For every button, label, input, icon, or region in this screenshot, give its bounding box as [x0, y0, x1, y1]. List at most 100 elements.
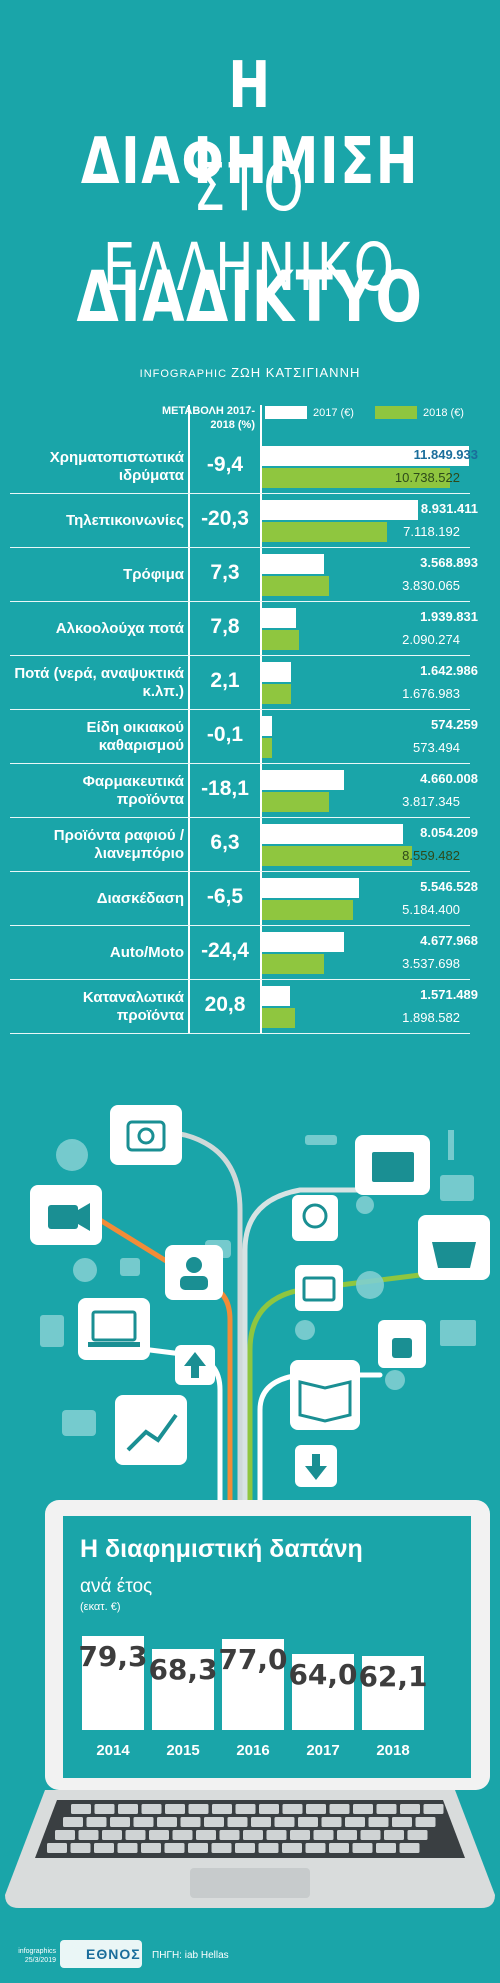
row-divider — [10, 493, 470, 494]
person-icon — [356, 1196, 374, 1214]
ad-spend-value: 64,0 — [288, 1658, 358, 1691]
globe-icon — [356, 1271, 384, 1299]
value-label-2018: 7.118.192 — [403, 524, 460, 539]
keyboard-key — [110, 1817, 130, 1827]
laptop-keyboard-base — [5, 1790, 495, 1908]
row-divider — [10, 547, 470, 548]
change-value: -24,4 — [201, 939, 249, 962]
row-divider — [10, 925, 470, 926]
wifi-signal-icon — [295, 1320, 315, 1340]
row-divider — [10, 817, 470, 818]
ad-spend-year: 2018 — [376, 1742, 410, 1759]
keyboard-key — [321, 1817, 342, 1827]
bar-2018 — [262, 954, 324, 974]
change-value: -6,5 — [206, 885, 244, 908]
keyboard-key — [180, 1817, 201, 1827]
footer-infographics-label: infographics — [18, 1948, 56, 1955]
keyboard-key — [243, 1830, 263, 1840]
bar-2018 — [262, 846, 412, 866]
bar-2017 — [262, 932, 344, 952]
bar-2018 — [262, 738, 273, 758]
keyboard-key — [282, 1804, 303, 1814]
category-label: Τρόφιμα — [123, 566, 184, 583]
ad-spend-title: Η διαφημιστική δαπάνη — [80, 1535, 363, 1563]
category-label: Αλκοολούχα ποτά — [55, 620, 184, 637]
value-label-2017: 4.677.968 — [420, 933, 478, 948]
bar-2018 — [262, 576, 330, 596]
keyboard-key — [360, 1830, 381, 1840]
ad-spend-bar — [362, 1656, 424, 1730]
legend-label-2018: 2018 (€) — [423, 406, 464, 419]
camera-icon — [126, 1120, 166, 1152]
row-divider — [10, 979, 470, 980]
change-value: 7,3 — [210, 561, 240, 584]
change-value: -9,4 — [206, 453, 244, 476]
keyboard-key — [423, 1804, 444, 1814]
keyboard-key — [337, 1830, 357, 1840]
credit-name: ΖΩΗ ΚΑΤΣΙΓΙΑΝΝΗ — [231, 365, 361, 380]
ad-spend-value: 77,0 — [218, 1642, 288, 1676]
keyboard-key — [117, 1843, 138, 1853]
book-tile — [290, 1360, 360, 1430]
monitor-icon — [440, 1320, 476, 1346]
footer-infographics-date: infographics 25/3/2019 — [6, 1947, 56, 1965]
phone-icon — [385, 1370, 405, 1390]
bar-2018 — [262, 900, 353, 920]
keyboard-key — [212, 1804, 232, 1814]
title-line-1: Η ΔΙΑΦΗΜΙΣΗ — [80, 49, 420, 199]
keyboard-key — [313, 1830, 334, 1840]
keyboard-key — [133, 1817, 154, 1827]
value-label-2018: 10.738.522 — [394, 470, 460, 485]
keyboard-key — [63, 1817, 83, 1827]
upload-arrow-icon — [184, 1352, 206, 1378]
book-icon — [298, 1380, 352, 1423]
growth-chart-tile — [115, 1395, 187, 1465]
change-value: -18,1 — [201, 777, 249, 800]
value-label-2017: 8.931.411 — [420, 501, 478, 516]
credit: INFOGRAPHIC ΖΩΗ ΚΑΤΣΙΓΙΑΝΝΗ — [0, 365, 500, 380]
category-label: Φαρμακευτικά προϊόντα — [82, 773, 184, 808]
keyboard-key — [78, 1830, 99, 1840]
keyboard-key — [235, 1804, 256, 1814]
value-label-2017: 1.642.986 — [420, 663, 478, 678]
keyboard-key — [376, 1843, 396, 1853]
change-value: 20,8 — [204, 993, 246, 1016]
legend-2017: 2017 (€) — [265, 406, 354, 419]
row-divider — [10, 709, 470, 710]
keyboard-key — [235, 1843, 255, 1853]
ad-spend-bar — [82, 1635, 144, 1730]
bar-2017 — [262, 878, 360, 898]
shopping-basket-icon — [432, 1242, 476, 1268]
title-line-3: ΔΙΑΔΙΚΤΥΟ — [76, 256, 424, 338]
mail-tile — [295, 1265, 343, 1311]
value-label-2017: 1.571.489 — [420, 987, 478, 1002]
keyboard-key — [258, 1843, 279, 1853]
document-icon — [40, 1315, 64, 1347]
keyboard-key — [188, 1843, 208, 1853]
ethnos-logo-text: ΕΘΝΟΣ — [86, 1946, 141, 1962]
column-divider-2 — [260, 405, 262, 1034]
download-arrow-icon — [305, 1454, 327, 1480]
keyboard-key — [399, 1843, 420, 1853]
keyboard-key — [345, 1817, 365, 1827]
keyboard-key — [47, 1843, 67, 1853]
ad-spend-value: 79,3 — [78, 1639, 148, 1673]
value-label-2018: 8.559.482 — [402, 848, 460, 863]
keyboard-key — [305, 1843, 326, 1853]
video-camera-lens-icon — [78, 1203, 90, 1231]
keyboard-key — [102, 1830, 122, 1840]
bar-2017 — [262, 500, 419, 520]
row-divider — [10, 601, 470, 602]
value-label-2017: 574.259 — [431, 717, 478, 732]
category-label: Auto/Moto — [109, 944, 184, 961]
value-label-2017: 1.939.831 — [420, 609, 478, 624]
row-divider — [10, 655, 470, 656]
category-label: Χρηματοπιστωτικά ιδρύματα — [49, 449, 184, 484]
category-label: Είδη οικιακού καθαρισμού — [86, 719, 184, 754]
ad-spend-value: 62,1 — [358, 1660, 428, 1694]
webcam-icon — [302, 1203, 328, 1229]
change-value: 6,3 — [210, 831, 240, 854]
credit-label: INFOGRAPHIC — [139, 368, 228, 380]
change-value: -0,1 — [206, 723, 244, 746]
legend-swatch-2018 — [375, 406, 417, 419]
